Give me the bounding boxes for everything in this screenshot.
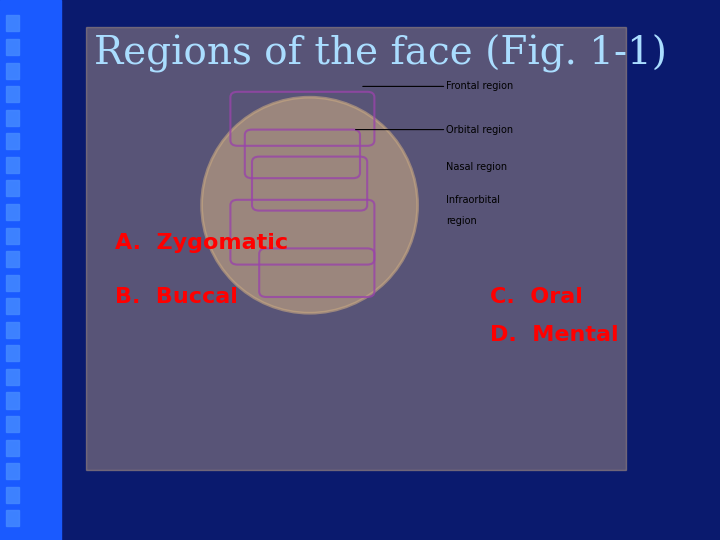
Bar bbox=[86, 27, 626, 470]
Bar bbox=[6, 393, 19, 408]
Bar bbox=[6, 63, 19, 79]
Ellipse shape bbox=[202, 97, 418, 313]
Bar bbox=[6, 227, 19, 244]
Text: Regions of the face (Fig. 1-1): Regions of the face (Fig. 1-1) bbox=[94, 35, 667, 73]
Bar bbox=[6, 440, 19, 456]
Bar bbox=[6, 180, 19, 197]
Bar bbox=[6, 510, 19, 526]
Bar bbox=[6, 251, 19, 267]
Bar bbox=[6, 369, 19, 385]
Bar bbox=[6, 416, 19, 432]
Text: C.  Oral: C. Oral bbox=[490, 287, 582, 307]
Bar bbox=[6, 157, 19, 173]
Bar bbox=[6, 463, 19, 479]
Text: Nasal region: Nasal region bbox=[446, 163, 508, 172]
Text: B.  Buccal: B. Buccal bbox=[115, 287, 238, 307]
Bar bbox=[6, 133, 19, 149]
Bar bbox=[6, 86, 19, 102]
Text: Frontal region: Frontal region bbox=[446, 82, 513, 91]
Text: region: region bbox=[446, 217, 477, 226]
Bar bbox=[6, 275, 19, 291]
Bar bbox=[0, 0, 61, 540]
Bar bbox=[6, 16, 19, 31]
Bar bbox=[6, 110, 19, 126]
Bar bbox=[86, 27, 626, 470]
Bar bbox=[6, 298, 19, 314]
Bar bbox=[86, 27, 626, 470]
Bar bbox=[6, 322, 19, 338]
Bar bbox=[6, 487, 19, 503]
Bar bbox=[6, 204, 19, 220]
Text: A.  Zygomatic: A. Zygomatic bbox=[115, 233, 288, 253]
Bar bbox=[6, 346, 19, 361]
Bar bbox=[6, 39, 19, 55]
Text: D.  Mental: D. Mental bbox=[490, 325, 618, 345]
Text: Orbital region: Orbital region bbox=[446, 125, 513, 134]
Text: Infraorbital: Infraorbital bbox=[446, 195, 500, 205]
